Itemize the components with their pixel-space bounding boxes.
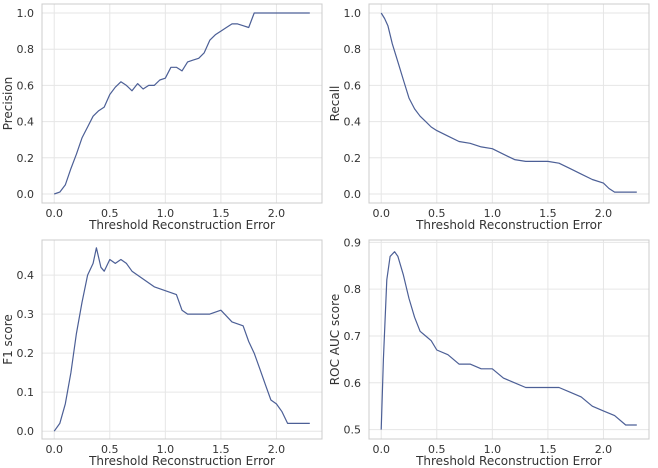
plot-area-frame xyxy=(41,239,323,440)
x-tick-label: 1.0 xyxy=(157,207,175,220)
y-axis-label: Recall xyxy=(328,86,342,122)
y-tick-label: 0.0 xyxy=(344,188,362,201)
plot-area-frame xyxy=(368,239,650,440)
roc-auc-score-series-line xyxy=(380,251,637,430)
y-tick-label: 0.3 xyxy=(17,308,35,321)
x-tick-label: 1.0 xyxy=(484,207,502,220)
x-tick-label: 2.0 xyxy=(268,443,286,456)
x-axis-label: Threshold Reconstruction Error xyxy=(88,454,275,468)
y-tick-label: 1.0 xyxy=(344,7,362,20)
x-tick-label: 1.0 xyxy=(484,443,502,456)
x-tick-label: 0.0 xyxy=(372,443,390,456)
y-tick-label: 0.7 xyxy=(344,330,362,343)
y-tick-label: 0.6 xyxy=(344,377,362,390)
plot-area-frame xyxy=(41,3,323,204)
x-tick-label: 0.0 xyxy=(45,443,63,456)
y-tick-label: 0.4 xyxy=(17,116,35,129)
y-tick-label: 0.1 xyxy=(17,386,35,399)
y-tick-label: 0.0 xyxy=(17,188,35,201)
y-tick-label: 0.6 xyxy=(17,79,35,92)
x-axis-label: Threshold Reconstruction Error xyxy=(415,454,602,468)
y-tick-label: 0.2 xyxy=(17,347,35,360)
y-tick-label: 0.8 xyxy=(344,283,362,296)
x-tick-label: 1.0 xyxy=(157,443,175,456)
y-axis-label: Precision xyxy=(1,77,15,131)
y-tick-label: 0.4 xyxy=(344,116,362,129)
precision-series-line xyxy=(54,12,310,195)
x-tick-label: 1.5 xyxy=(212,207,230,220)
y-tick-label: 1.0 xyxy=(17,7,35,20)
x-tick-label: 0.5 xyxy=(428,207,446,220)
plot-area-frame xyxy=(368,3,650,204)
recall-chart: 0.0 0.5 1.0 1.5 2.00.00.20.40.60.81.0Thresho… xyxy=(328,3,650,232)
roc-auc-score-chart: 0.0 0.5 1.0 1.5 2.0 0.5 0.6 0.7 0.8 0.9 Threshold … xyxy=(328,236,650,468)
y-tick-label: 0.6 xyxy=(344,79,362,92)
x-tick-label: 0.5 xyxy=(101,443,119,456)
y-tick-label: 0.2 xyxy=(344,152,362,165)
y-tick-label: 0.8 xyxy=(17,43,35,56)
x-tick-label: 0.0 xyxy=(45,207,63,220)
precision-chart: 0.0 0.5 1.0 1.5 2.00.00.20.40.60.81.0Thresho… xyxy=(1,3,323,232)
x-tick-label: 2.0 xyxy=(268,207,286,220)
x-tick-label: 2.0 xyxy=(595,443,613,456)
x-tick-label: 1.5 xyxy=(539,443,557,456)
x-axis-label: Threshold Reconstruction Error xyxy=(415,218,602,232)
x-tick-label: 0.5 xyxy=(428,443,446,456)
y-tick-label: 0.5 xyxy=(344,424,362,437)
recall-series-line xyxy=(380,12,637,193)
y-axis-label: F1 score xyxy=(1,314,15,365)
y-tick-label: 0.4 xyxy=(17,269,35,282)
y-tick-label: 0.2 xyxy=(17,152,35,165)
f1-score-chart: 0.0 0.5 1.0 1.5 2.0 0.0 0.1 0.2 0.3 0.4 Threshold … xyxy=(1,239,323,468)
x-tick-label: 2.0 xyxy=(595,207,613,220)
y-axis-label: ROC AUC score xyxy=(328,294,342,385)
x-axis-label: Threshold Reconstruction Error xyxy=(88,218,275,232)
x-tick-label: 0.5 xyxy=(101,207,119,220)
f1-score-series-line xyxy=(53,247,310,432)
y-tick-label: 0.8 xyxy=(344,43,362,56)
y-tick-label: 0.9 xyxy=(344,236,362,249)
x-tick-label: 1.5 xyxy=(212,443,230,456)
y-tick-label: 0.0 xyxy=(17,425,35,438)
x-tick-label: 1.5 xyxy=(539,207,557,220)
x-tick-label: 0.0 xyxy=(372,207,390,220)
